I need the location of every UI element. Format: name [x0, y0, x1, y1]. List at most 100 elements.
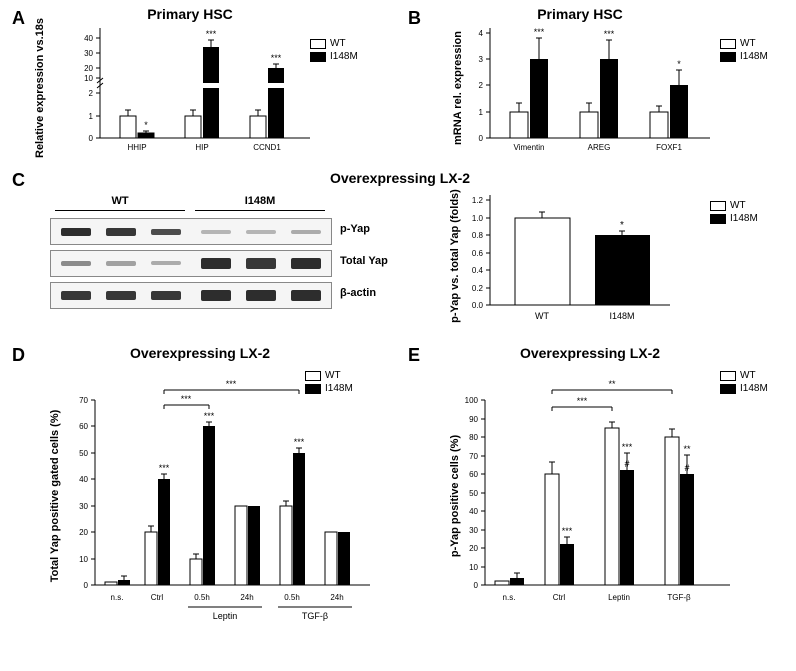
svg-text:0.4: 0.4: [472, 266, 484, 275]
blot-totalyap: [50, 250, 332, 277]
svg-text:Leptin: Leptin: [608, 593, 630, 602]
svg-text:1: 1: [479, 108, 484, 117]
svg-text:I148M: I148M: [609, 311, 634, 321]
svg-text:Ctrl: Ctrl: [553, 593, 566, 602]
svg-text:*: *: [677, 59, 681, 69]
svg-text:***: ***: [622, 442, 633, 452]
panel-b-label: B: [408, 8, 421, 29]
svg-text:60: 60: [79, 422, 88, 431]
panel-c-barchart: 1.2 1.0 0.8 0.6 0.4 0.2 0.0 * WT I148M: [460, 195, 700, 315]
legend-mut: I148M: [330, 51, 358, 62]
svg-text:24h: 24h: [240, 593, 253, 602]
panel-c-label: C: [12, 170, 25, 191]
svg-text:**: **: [608, 379, 616, 389]
legend-mut-c: I148M: [730, 213, 758, 224]
wt-group-label: WT: [80, 195, 160, 207]
svg-text:60: 60: [469, 470, 478, 479]
chart-e-svg: 0 10 20 30 40 50 60 70 80 90 100 *** ***…: [450, 365, 750, 655]
svg-text:50: 50: [79, 449, 88, 458]
panel-e-ylabel: p-Yap positive cells (%): [449, 421, 461, 571]
svg-text:HHIP: HHIP: [127, 143, 146, 152]
blot-pyap: [50, 218, 332, 245]
svg-text:AREG: AREG: [588, 143, 611, 152]
svg-text:HIP: HIP: [195, 143, 208, 152]
svg-text:30: 30: [469, 526, 478, 535]
svg-text:0: 0: [89, 134, 94, 143]
svg-text:20: 20: [469, 544, 478, 553]
panel-e-title: Overexpressing LX-2: [490, 345, 690, 361]
svg-text:***: ***: [604, 29, 615, 39]
svg-text:80: 80: [469, 433, 478, 442]
svg-text:30: 30: [84, 49, 93, 58]
panel-b-legend: WT I148M: [720, 38, 768, 64]
svg-text:0.5h: 0.5h: [194, 593, 210, 602]
chart-d-svg: 0 10 20 30 40 50 60 70 *** *** ***: [60, 365, 380, 655]
svg-text:40: 40: [84, 34, 93, 43]
svg-text:20: 20: [84, 64, 93, 73]
svg-text:***: ***: [577, 396, 588, 406]
mut-group-label: I148M: [220, 195, 300, 207]
panel-b-title: Primary HSC: [490, 6, 670, 22]
svg-text:***: ***: [294, 437, 305, 447]
wt-underline: [55, 210, 185, 211]
svg-text:CCND1: CCND1: [253, 143, 281, 152]
panel-b-chart: 4 3 2 1 0 *** Vimentin *** AREG * FOXF1: [460, 28, 720, 148]
legend-wt-c: WT: [730, 200, 746, 211]
svg-text:Ctrl: Ctrl: [151, 593, 164, 602]
panel-e-label: E: [408, 345, 420, 366]
panel-a-chart: 40 30 20 10 2 1 0 * HHIP *** HIP *** CCN…: [70, 28, 320, 148]
svg-text:40: 40: [79, 475, 88, 484]
svg-text:***: ***: [204, 411, 215, 421]
svg-text:90: 90: [469, 415, 478, 424]
svg-text:10: 10: [84, 74, 93, 83]
svg-text:10: 10: [469, 563, 478, 572]
legend-wt-b: WT: [740, 38, 756, 49]
chart-a-svg: 40 30 20 10 2 1 0 * HHIP *** HIP *** CCN…: [70, 28, 320, 158]
legend-wt-d: WT: [325, 370, 341, 381]
panel-e-chart: 0 10 20 30 40 50 60 70 80 90 100 *** ***…: [450, 365, 750, 625]
svg-text:***: ***: [562, 526, 573, 536]
chart-b-svg: 4 3 2 1 0 *** Vimentin *** AREG * FOXF1: [460, 28, 720, 158]
svg-text:100: 100: [465, 396, 479, 405]
svg-text:***: ***: [271, 53, 282, 63]
legend-wt-e: WT: [740, 370, 756, 381]
svg-text:Leptin: Leptin: [213, 611, 238, 621]
svg-text:Vimentin: Vimentin: [514, 143, 545, 152]
svg-text:3: 3: [479, 55, 484, 64]
panel-d-title: Overexpressing LX-2: [100, 345, 300, 361]
panel-a-legend: WT I148M: [310, 38, 358, 64]
svg-text:0.2: 0.2: [472, 284, 484, 293]
blot-actin: [50, 282, 332, 309]
svg-text:0.8: 0.8: [472, 231, 484, 240]
svg-text:0.0: 0.0: [472, 301, 484, 310]
svg-text:0: 0: [479, 134, 484, 143]
svg-text:***: ***: [206, 29, 217, 39]
legend-mut-d: I148M: [325, 383, 353, 394]
panel-b-ylabel: mRNA rel. expression: [452, 18, 464, 158]
panel-c-legend: WT I148M: [710, 200, 758, 226]
mut-underline: [195, 210, 325, 211]
svg-text:2: 2: [89, 89, 94, 98]
panel-c-ylabel: p-Yap vs. total Yap (folds): [449, 181, 461, 331]
svg-text:***: ***: [534, 28, 545, 37]
svg-text:#: #: [684, 463, 689, 473]
svg-text:***: ***: [226, 379, 237, 389]
svg-text:n.s.: n.s.: [503, 593, 516, 602]
svg-text:***: ***: [181, 394, 192, 404]
panel-d-chart: 0 10 20 30 40 50 60 70 *** *** ***: [60, 365, 380, 625]
panel-a-title: Primary HSC: [100, 6, 280, 22]
panel-e-legend: WT I148M: [720, 370, 768, 396]
svg-text:0: 0: [84, 581, 89, 590]
svg-text:24h: 24h: [330, 593, 343, 602]
svg-text:1.2: 1.2: [472, 196, 484, 205]
panel-a-label: A: [12, 8, 25, 29]
svg-text:4: 4: [479, 29, 484, 38]
panel-d-label: D: [12, 345, 25, 366]
svg-text:FOXF1: FOXF1: [656, 143, 682, 152]
svg-text:1: 1: [89, 112, 94, 121]
svg-text:40: 40: [469, 507, 478, 516]
legend-mut-b: I148M: [740, 51, 768, 62]
svg-text:**: **: [683, 444, 691, 454]
panel-a-ylabel: Relative expression vs.18s: [34, 18, 46, 158]
chart-c-svg: 1.2 1.0 0.8 0.6 0.4 0.2 0.0 * WT I148M: [460, 195, 700, 325]
